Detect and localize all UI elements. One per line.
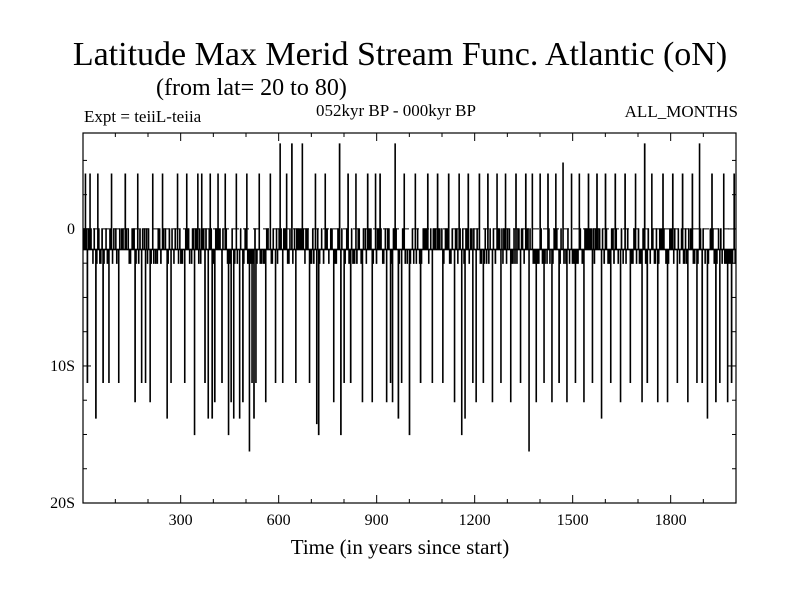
- x-tick-label: 300: [169, 512, 193, 529]
- y-tick-label: 20S: [50, 495, 75, 512]
- months-label: ALL_MONTHS: [624, 102, 738, 121]
- x-axis-label: Time (in years since start): [290, 535, 510, 559]
- x-tick-label: 900: [365, 512, 389, 529]
- x-tick-label: 1800: [655, 512, 687, 529]
- y-tick-label: 0: [67, 221, 75, 238]
- series-line: [83, 143, 736, 452]
- experiment-label: Expt = teiiL-teiia: [84, 107, 202, 126]
- period-label: 052kyr BP - 000kyr BP: [316, 101, 476, 120]
- x-tick-label: 1200: [459, 512, 491, 529]
- x-tick-label: 600: [267, 512, 291, 529]
- chart-subtitle: (from lat= 20 to 80): [156, 75, 347, 101]
- y-tick-label: 10S: [50, 358, 75, 375]
- x-tick-label: 1500: [557, 512, 589, 529]
- chart-title: Latitude Max Merid Stream Func. Atlantic…: [72, 36, 728, 73]
